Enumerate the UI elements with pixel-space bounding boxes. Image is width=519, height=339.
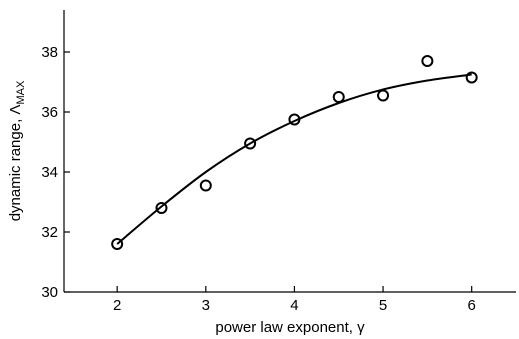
fit-curve [116,73,472,245]
y-tick-label: 34 [41,164,58,181]
y-axis-label-subscript: MAX [15,80,27,105]
data-point [244,137,257,150]
x-axis-label: power law exponent, γ [215,319,365,336]
data-point [199,179,212,192]
data-point [111,238,124,250]
y-tick-label: 32 [41,224,58,241]
data-point [465,71,478,84]
x-tick-label: 4 [290,297,298,314]
x-tick-label: 2 [113,297,121,314]
y-tick-label: 38 [41,44,58,61]
data-point [377,89,390,102]
data-point [421,55,434,67]
y-tick-label: 30 [41,284,58,301]
x-tick-label: 3 [202,297,210,314]
data-point [332,91,345,103]
data-point [155,202,168,214]
x-tick-label: 5 [379,297,387,314]
y-tick-label: 36 [41,104,58,121]
plot-area [111,55,478,250]
y-axis-label: dynamic range, ΛMAX [7,80,27,221]
y-axis-label-main: dynamic range, Λ [7,105,24,222]
x-tick-label: 6 [468,297,476,314]
